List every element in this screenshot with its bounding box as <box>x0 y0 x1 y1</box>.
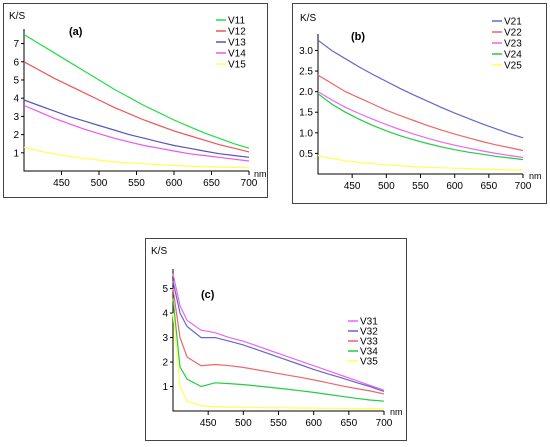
chart-b-legend-label-v21: V21 <box>504 17 522 28</box>
chart-c-ytick-label: 5 <box>162 284 168 295</box>
chart-panel-b: 450 500 550 600 650 700 0.5 1.0 1.5 2.0 2.5 3.0 K/S n… <box>292 3 547 204</box>
chart-c-series-line-v35 <box>172 313 384 410</box>
chart-b-series-line-v24 <box>317 93 524 161</box>
chart-c-ytick-label: 1 <box>162 382 168 393</box>
chart-b-xtick-label: 600 <box>446 181 463 192</box>
chart-c-xtick-label: 500 <box>235 418 252 429</box>
chart-b-legend-label-v23: V23 <box>504 39 522 50</box>
chart-a-xtick-label: 700 <box>241 178 258 189</box>
chart-a-legend-label-v11: V11 <box>228 16 245 27</box>
chart-a-axes <box>23 29 249 172</box>
chart-b-ytick-label: 0.5 <box>299 149 313 160</box>
chart-a-series-line-v12 <box>23 61 250 153</box>
chart-b-ytick-label: 2.0 <box>299 87 313 98</box>
chart-b-series-line-v25 <box>317 154 523 171</box>
chart-c-xtick-label: 450 <box>200 418 217 429</box>
chart-a-series-line-v14 <box>23 104 250 162</box>
chart-a-xtick-label: 450 <box>53 178 70 189</box>
chart-b-series-line-v21 <box>317 39 524 139</box>
chart-b-canvas: 450 500 550 600 650 700 0.5 1.0 1.5 2.0 2.5 3.0 K/S n… <box>299 13 542 192</box>
chart-a-ytick-label: 1 <box>13 148 19 159</box>
chart-c-xlabel: nm <box>390 407 403 417</box>
chart-a-series-line-v13 <box>23 99 250 158</box>
chart-a-xtick-label: 500 <box>91 178 108 189</box>
chart-b-legend-label-v25: V25 <box>504 61 522 72</box>
chart-b-panel-label: (b) <box>351 31 365 43</box>
chart-b-xtick-label: 650 <box>480 181 497 192</box>
chart-a-panel-label: (a) <box>69 26 83 38</box>
chart-c-series-line-v33 <box>172 288 385 395</box>
chart-b-ytick-label: 2.5 <box>299 67 313 78</box>
chart-c-xtick-label: 700 <box>376 418 393 429</box>
chart-b-legend-label-v24: V24 <box>504 50 522 61</box>
chart-a-ytick-label: 7 <box>13 39 19 50</box>
chart-a-series-line-v15 <box>23 146 250 169</box>
chart-c-ylabel: K/S <box>151 246 167 257</box>
chart-c-ytick-label: 2 <box>162 358 168 369</box>
chart-a-canvas: 450 500 550 600 650 7001234567K/Snm(a)V11V12V… <box>9 11 267 189</box>
chart-c-ytick-label: 3 <box>162 333 168 344</box>
chart-a-ytick-label: 3 <box>13 112 19 123</box>
chart-c-canvas: 450 500 550 600 650 700 1 2 3 4 5 K/S nm (c) V31V32V33… <box>151 246 403 429</box>
chart-b-ytick-label: 1.5 <box>299 108 313 119</box>
chart-c-legend-label-v31: V31 <box>360 317 378 328</box>
chart-c-panel-label: (c) <box>201 289 215 301</box>
chart-b-legend-label-v22: V22 <box>504 28 522 39</box>
chart-a-series-line-v11 <box>23 33 250 149</box>
chart-b-xtick-label: 500 <box>378 181 395 192</box>
chart-b-xtick-label: 550 <box>412 181 429 192</box>
chart-c-xtick-label: 650 <box>340 418 357 429</box>
chart-a-xtick-label: 650 <box>203 178 220 189</box>
chart-a-ytick-label: 4 <box>13 94 19 105</box>
chart-b-ytick-label: 3.0 <box>299 46 313 57</box>
chart-a-legend-label-v14: V14 <box>228 49 246 60</box>
chart-c-legend-label-v34: V34 <box>360 347 378 358</box>
chart-b-series-line-v22 <box>317 74 524 152</box>
chart-b-ylabel: K/S <box>300 13 316 24</box>
chart-a-xlabel: nm <box>254 169 267 179</box>
chart-b-xlabel: nm <box>529 171 542 181</box>
chart-a-legend-label-v12: V12 <box>228 27 246 38</box>
chart-a-ytick-label: 6 <box>13 57 19 68</box>
chart-c-legend-label-v35: V35 <box>360 357 378 368</box>
chart-b-xtick-label: 450 <box>344 181 361 192</box>
chart-panel-c: 450 500 550 600 650 700 1 2 3 4 5 K/S nm (c) V31 V32 V33… <box>145 238 407 441</box>
chart-b-series-line-v23 <box>317 91 524 159</box>
chart-a-xtick-label: 550 <box>128 178 145 189</box>
chart-c-xtick-label: 600 <box>305 418 322 429</box>
chart-c-series-line-v34 <box>172 298 385 402</box>
chart-c-series-line-v31 <box>172 273 385 391</box>
chart-a-ylabel: K/S <box>9 11 25 22</box>
chart-c-xtick-label: 550 <box>270 418 287 429</box>
chart-c-legend-label-v32: V32 <box>360 327 378 338</box>
chart-a-legend-label-v15: V15 <box>228 60 246 71</box>
chart-a-xtick-label: 600 <box>166 178 183 189</box>
chart-b-xtick-label: 700 <box>515 181 532 192</box>
chart-a-ytick-label: 5 <box>13 75 19 86</box>
chart-a-legend-label-v13: V13 <box>228 38 246 49</box>
chart-a-ytick-label: 2 <box>13 130 19 141</box>
chart-c-legend-label-v33: V33 <box>360 337 378 348</box>
chart-c-series-line-v32 <box>172 281 385 392</box>
chart-b-ytick-label: 1.0 <box>299 128 313 139</box>
chart-panel-a: 450 500 550 600 650 700 1 2 3 4 5 6 7 K/S nm (a) V11 V12 V… <box>3 3 268 198</box>
chart-c-ytick-label: 4 <box>162 309 168 320</box>
